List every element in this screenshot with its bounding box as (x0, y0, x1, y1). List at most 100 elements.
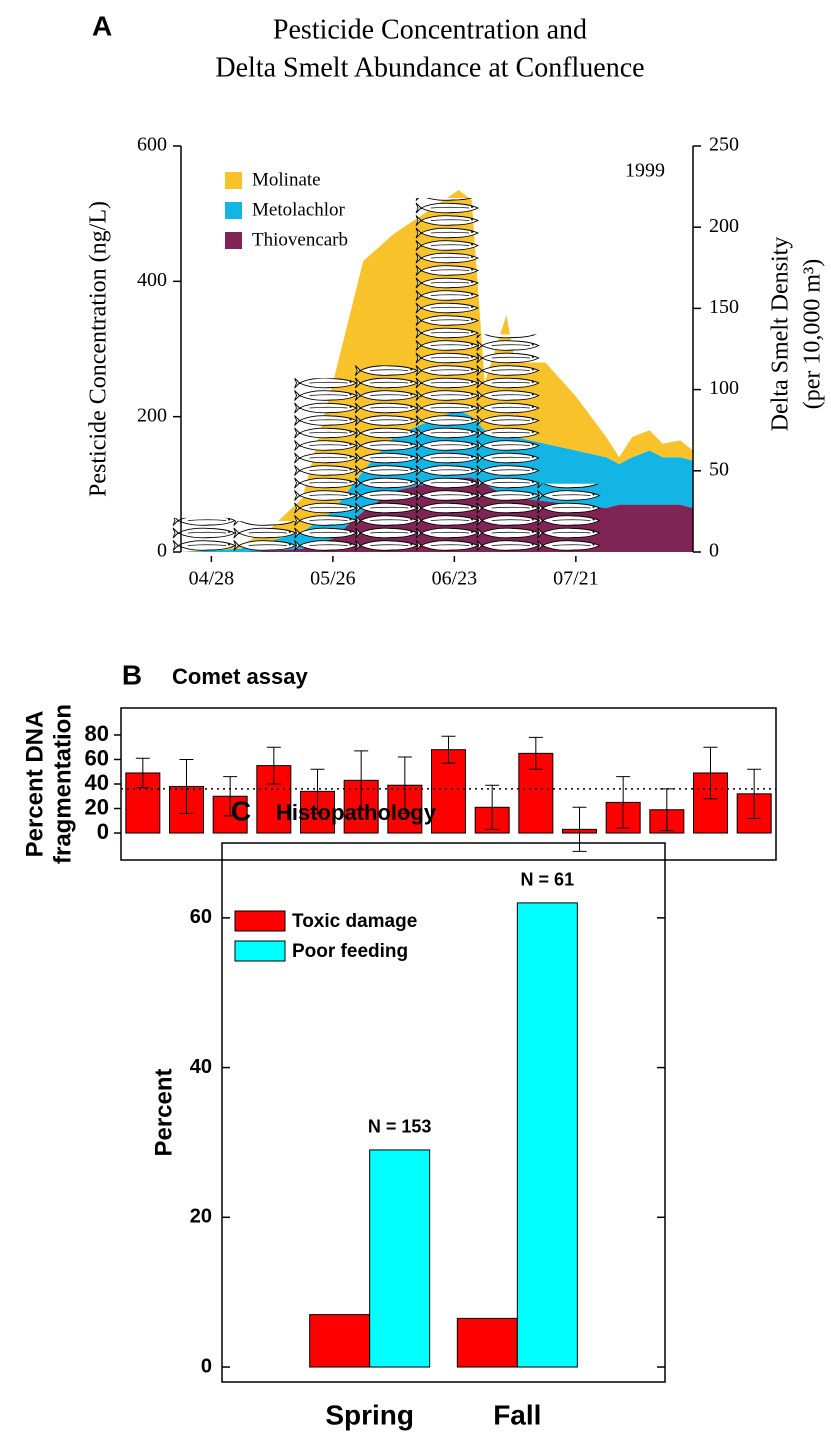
fish-icon (415, 540, 480, 551)
fish-eye (410, 418, 413, 421)
y2-axis-label: (per 10,000 m³) (800, 259, 826, 410)
y2-tick-label: 0 (709, 540, 719, 562)
fish-body (537, 502, 601, 514)
fish-stripe (430, 281, 470, 284)
fish-icon (415, 227, 480, 239)
fish-body (294, 378, 358, 389)
fish-stripe (370, 419, 409, 421)
fish-icon (294, 515, 358, 526)
chart-title: Delta Smelt Abundance at Confluence (215, 52, 644, 83)
fish-icon (354, 502, 419, 514)
fish-stripe (309, 406, 348, 409)
fish-stripe (491, 394, 530, 396)
fish-eye (410, 393, 413, 396)
bar (516, 902, 578, 1368)
fish-icon (294, 477, 358, 489)
fish-eye (531, 493, 534, 496)
fish-stripe (491, 531, 530, 534)
fish-stripe (430, 419, 470, 421)
panel-letter: B (122, 659, 142, 690)
fish-stripe (430, 469, 470, 471)
fish-body (294, 477, 358, 489)
fish-icon (354, 402, 419, 414)
fish-stripe (430, 481, 470, 484)
bar-annotation: N = 61 (521, 870, 575, 890)
fish-eye (471, 443, 474, 446)
fish-eye (531, 406, 534, 408)
x-tick-label: 05/26 (310, 568, 356, 590)
fish-icon (415, 502, 480, 514)
fish-stripe (430, 206, 470, 209)
fish-icon (476, 452, 540, 464)
fish-icon (537, 502, 601, 514)
annotation: 1999 (625, 160, 665, 182)
fish-icon (415, 327, 480, 339)
fish-stripe (491, 456, 530, 459)
fish-icon (415, 240, 480, 251)
fish-stripe (309, 481, 348, 484)
fish-body (415, 402, 480, 414)
fish-stripe (370, 469, 409, 471)
fish-stripe (370, 519, 409, 521)
fish-body (294, 540, 358, 551)
fish-stripe (309, 519, 348, 521)
fish-body (537, 483, 599, 489)
fish-eye (471, 243, 474, 246)
fish-eye (471, 393, 474, 396)
fish-icon (476, 402, 540, 414)
fish-eye (471, 318, 474, 321)
fish-icon (476, 477, 540, 489)
legend-label: Molinate (252, 169, 321, 190)
fish-eye (228, 518, 231, 521)
fish-icon (415, 315, 480, 326)
fish-stripe (552, 519, 591, 521)
fish-stripe (430, 506, 470, 509)
fish-body (476, 402, 540, 414)
fish-body (354, 390, 419, 401)
fish-stripe (491, 519, 530, 521)
fish-body (415, 340, 480, 351)
fish-icon (294, 390, 358, 401)
fish-body (294, 515, 358, 526)
error-bar (572, 806, 587, 852)
fish-eye (531, 481, 534, 483)
fish-eye (471, 531, 474, 533)
fish-stripe (370, 406, 409, 409)
fish-body (294, 465, 358, 476)
fish-body (415, 327, 480, 339)
fish-stripe (309, 544, 348, 546)
fish-eye (349, 406, 352, 408)
fish-body (354, 415, 419, 426)
legend-label: Metolachlor (252, 199, 346, 220)
fish-icon (537, 483, 599, 489)
fish-body (415, 252, 480, 264)
fish-body (415, 427, 480, 439)
fish-body (537, 490, 601, 501)
fish-eye (531, 543, 534, 546)
error-bar (354, 750, 369, 811)
fish-body (415, 365, 480, 376)
fish-body (415, 302, 480, 314)
fish-body (172, 540, 237, 551)
fish-eye (410, 456, 413, 458)
fish-eye (531, 381, 534, 383)
bar (309, 1314, 371, 1368)
fish-icon (294, 402, 358, 414)
fish-eye (349, 456, 352, 458)
fish-stripe (370, 494, 409, 496)
fish-body (294, 415, 358, 426)
error-bar (703, 746, 718, 800)
fish-eye (349, 468, 352, 471)
fish-body (476, 540, 540, 551)
fish-icon (476, 334, 537, 339)
fish-body (294, 490, 358, 501)
legend-swatch (225, 172, 242, 189)
fish-body (537, 540, 601, 551)
fish-eye (349, 506, 352, 508)
fish-eye (531, 343, 534, 346)
fish-body (476, 340, 540, 351)
fish-icon (476, 377, 540, 389)
fish-eye (471, 356, 474, 358)
legend-label: Toxic damage (292, 911, 417, 932)
fish-eye (349, 543, 352, 546)
